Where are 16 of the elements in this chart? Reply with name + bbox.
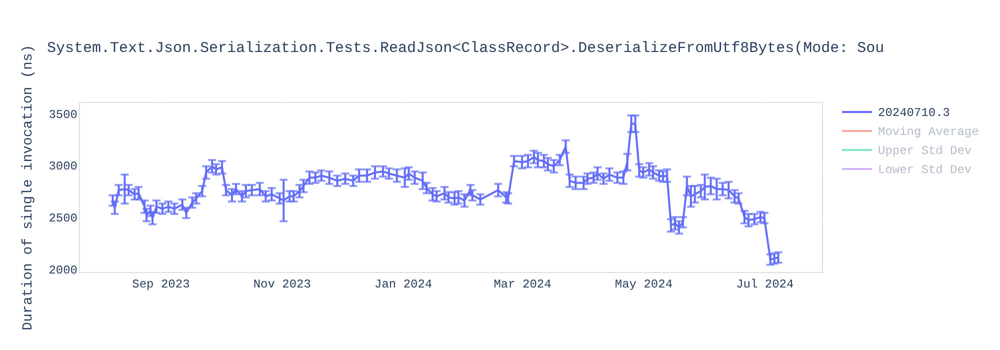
y-tick-label: 3500 (48, 108, 78, 122)
legend-label: Moving Average (878, 125, 979, 139)
legend-label: 20240710.3 (878, 106, 950, 120)
x-tick-label: Jul 2024 (736, 278, 794, 292)
x-tick-label: Jan 2024 (374, 278, 432, 292)
x-tick-label: Sep 2023 (132, 278, 190, 292)
chart-title: System.Text.Json.Serialization.Tests.ReadJson<ClassRecord>.DeserializeFromUtf8Bytes(Mode: Sou (47, 40, 884, 57)
legend-label: Upper Std Dev (878, 144, 972, 158)
legend-label: Lower Std Dev (878, 163, 972, 177)
y-tick-label: 2000 (48, 263, 78, 278)
y-tick-label: 2500 (48, 212, 78, 226)
x-tick-label: May 2024 (614, 278, 673, 292)
x-tick-label: Nov 2023 (253, 278, 311, 292)
y-tick-label: 3000 (48, 160, 78, 174)
y-axis-title: Duration of single invocation (ns) (20, 44, 37, 330)
x-tick-label: Mar 2024 (494, 278, 552, 292)
